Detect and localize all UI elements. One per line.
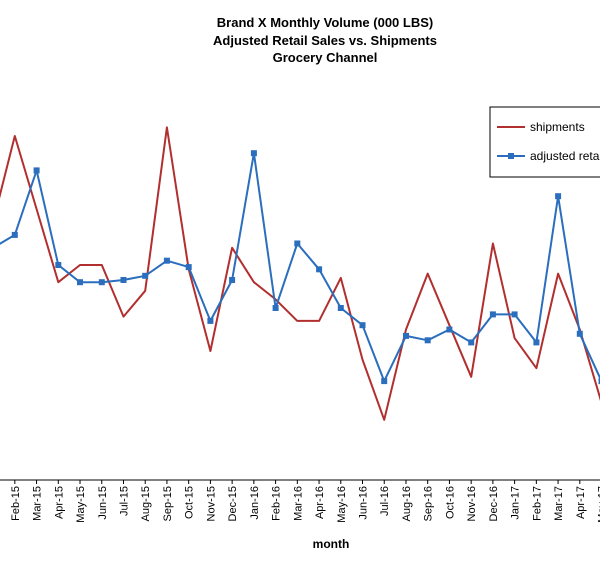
x-tick-label-feb-15: Feb-15 bbox=[10, 486, 22, 521]
data-point-adjusted-retail-dec-16 bbox=[489, 311, 496, 318]
x-tick-label-apr-16: Apr-16 bbox=[314, 486, 326, 519]
series-shipments bbox=[0, 126, 600, 421]
data-point-adjusted-retail-apr-15 bbox=[55, 262, 62, 268]
x-tick-label-mar-17: Mar-17 bbox=[553, 486, 565, 521]
data-point-adjusted-retail-dec-15 bbox=[229, 277, 236, 283]
data-point-adjusted-retail-jul-15 bbox=[120, 277, 127, 283]
x-tick-label-sep-16: Sep-16 bbox=[423, 486, 435, 521]
x-tick-label-jan-17: Jan-17 bbox=[510, 486, 522, 520]
x-tick-label-jul-15: Jul-15 bbox=[118, 486, 130, 516]
data-point-adjusted-retail-apr-17 bbox=[576, 330, 583, 337]
data-point-adjusted-retail-may-17 bbox=[598, 378, 600, 385]
x-tick-label-mar-16: Mar-16 bbox=[292, 486, 304, 521]
x-tick-label-aug-16: Aug-16 bbox=[401, 486, 413, 521]
x-tick-label-may-17: May-17 bbox=[597, 486, 600, 523]
data-point-adjusted-retail-oct-16 bbox=[446, 326, 453, 333]
x-tick-label-oct-15: Oct-15 bbox=[184, 486, 196, 519]
data-point-adjusted-retail-mar-17 bbox=[555, 193, 562, 200]
x-tick-label-dec-16: Dec-16 bbox=[488, 486, 500, 521]
legend: shipments adjusted retail bbox=[489, 106, 600, 178]
data-point-adjusted-retail-jun-16 bbox=[359, 322, 366, 329]
x-axis-ticks: Feb-15 Mar-15 Apr-15 May-15 Jun-15 Jul-15 Aug-… bbox=[10, 480, 600, 523]
x-tick-label-jun-15: Jun-15 bbox=[97, 486, 109, 520]
data-point-adjusted-retail-jan-16 bbox=[250, 150, 257, 157]
x-tick-label-feb-17: Feb-17 bbox=[531, 486, 543, 521]
x-tick-label-apr-17: Apr-17 bbox=[575, 486, 587, 519]
x-tick-label-jul-16: Jul-16 bbox=[379, 486, 391, 516]
data-point-adjusted-retail-apr-16 bbox=[316, 266, 323, 273]
x-tick-label-aug-15: Aug-15 bbox=[140, 486, 152, 521]
data-point-adjusted-retail-sep-15 bbox=[163, 257, 170, 264]
legend-label-shipments: shipments bbox=[530, 120, 585, 134]
data-point-adjusted-retail-aug-15 bbox=[142, 272, 149, 279]
x-tick-label-jun-16: Jun-16 bbox=[358, 486, 370, 520]
data-point-adjusted-retail-oct-15 bbox=[185, 264, 192, 271]
series-line-shipments bbox=[0, 126, 600, 421]
x-tick-label-nov-15: Nov-15 bbox=[205, 486, 217, 521]
series-layer bbox=[0, 126, 600, 421]
data-point-adjusted-retail-feb-15 bbox=[11, 231, 18, 238]
legend-label-adjusted-retail: adjusted retail bbox=[530, 149, 600, 163]
x-tick-label-apr-15: Apr-15 bbox=[53, 486, 65, 519]
x-tick-label-sep-15: Sep-15 bbox=[162, 486, 174, 521]
series-adjusted-retail bbox=[0, 150, 600, 385]
chart-subtitle: Adjusted Retail Sales vs. Shipments bbox=[213, 33, 437, 48]
chart-title: Brand X Monthly Volume (000 LBS) bbox=[217, 15, 433, 30]
data-point-adjusted-retail-mar-16 bbox=[294, 240, 301, 247]
data-point-adjusted-retail-may-16 bbox=[337, 305, 344, 311]
data-point-adjusted-retail-feb-16 bbox=[272, 305, 279, 311]
x-tick-label-nov-16: Nov-16 bbox=[466, 486, 478, 521]
data-point-adjusted-retail-aug-16 bbox=[403, 332, 409, 339]
data-point-adjusted-retail-jul-16 bbox=[381, 378, 388, 385]
chart-subtitle-2: Grocery Channel bbox=[273, 50, 378, 65]
data-point-adjusted-retail-jan-17 bbox=[511, 311, 518, 318]
x-tick-label-oct-16: Oct-16 bbox=[444, 486, 456, 519]
data-point-adjusted-retail-may-15 bbox=[77, 279, 83, 286]
x-tick-label-mar-15: Mar-15 bbox=[32, 486, 44, 521]
x-tick-label-may-16: May-16 bbox=[336, 486, 348, 523]
x-tick-label-feb-16: Feb-16 bbox=[271, 486, 283, 521]
data-point-adjusted-retail-nov-15 bbox=[207, 317, 214, 324]
data-point-adjusted-retail-nov-16 bbox=[468, 339, 475, 346]
data-point-adjusted-retail-mar-15 bbox=[33, 167, 40, 174]
legend-marker-adjusted-retail bbox=[508, 153, 514, 159]
x-tick-label-may-15: May-15 bbox=[75, 486, 87, 523]
x-axis-label: month bbox=[313, 537, 350, 551]
x-tick-label-dec-15: Dec-15 bbox=[227, 486, 239, 521]
legend-box bbox=[489, 106, 600, 178]
x-tick-label-jan-16: Jan-16 bbox=[249, 486, 261, 520]
data-point-adjusted-retail-sep-16 bbox=[424, 337, 431, 344]
data-point-adjusted-retail-jun-15 bbox=[98, 279, 105, 286]
data-point-adjusted-retail-feb-17 bbox=[533, 339, 540, 346]
